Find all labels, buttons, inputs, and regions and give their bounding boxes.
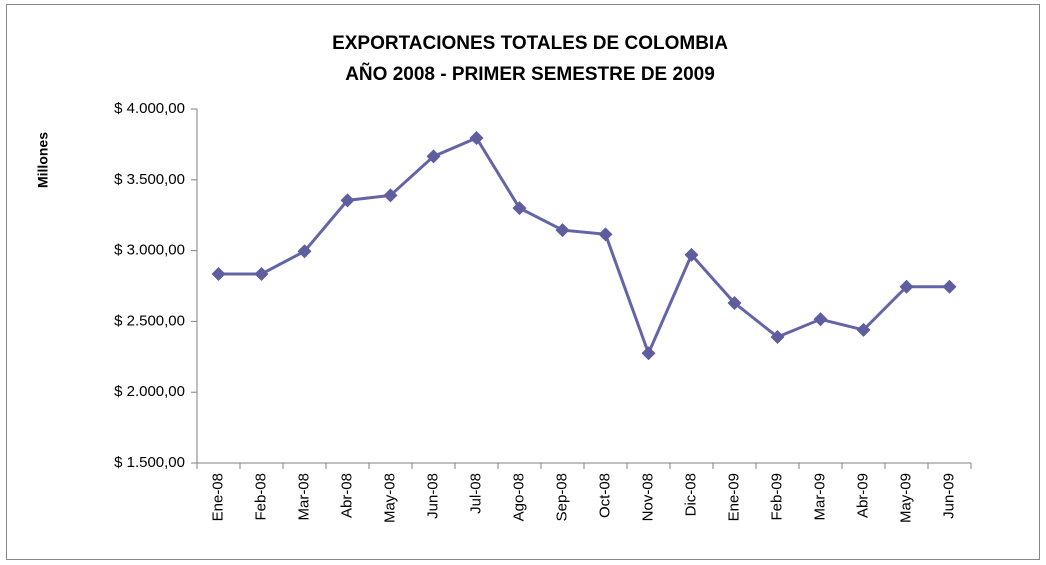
x-tick-label: Abr-09: [854, 473, 871, 518]
marker: [340, 193, 355, 208]
x-tick-label: Feb-09: [768, 473, 785, 521]
marker: [813, 312, 828, 327]
marker: [598, 227, 613, 242]
y-tick-label: $ 3.000,00: [114, 242, 185, 259]
y-tick-label: $ 1.500,00: [114, 454, 185, 471]
marker: [770, 329, 785, 344]
marker: [555, 223, 570, 238]
y-axis-label: Millones: [35, 132, 51, 188]
marker: [512, 201, 527, 216]
x-tick-label: Jul-08: [467, 473, 484, 514]
line: [218, 136, 950, 358]
y-tick-label: $ 3.500,00: [114, 171, 185, 188]
y-tick-label: $ 2.500,00: [114, 312, 185, 329]
marker: [297, 244, 312, 259]
x-tick-label: Ene-09: [725, 473, 742, 521]
x-tick-label: Nov-08: [639, 473, 656, 521]
marker: [469, 131, 484, 146]
y-tick-label: $ 2.000,00: [114, 383, 185, 400]
marker: [899, 279, 914, 294]
x-tick-label: Abr-08: [338, 473, 355, 518]
marker: [254, 266, 269, 281]
y-tick-label: $ 4.000,00: [114, 100, 185, 117]
marker: [856, 322, 871, 337]
x-tick-label: Ago-08: [510, 473, 527, 521]
chart-title: EXPORTACIONES TOTALES DE COLOMBIA: [332, 33, 728, 54]
x-tick-label: Ene-08: [209, 473, 226, 521]
x-tick-label: Oct-08: [596, 473, 613, 518]
chart-border: [6, 4, 1040, 560]
x-tick-label: May-08: [381, 473, 398, 523]
marker: [641, 346, 656, 361]
x-tick-label: Dic-08: [682, 473, 699, 516]
x-tick-label: Jun-08: [424, 473, 441, 519]
marker: [942, 279, 957, 294]
x-tick-label: Mar-08: [295, 473, 312, 521]
marker: [383, 188, 398, 203]
x-tick-label: May-09: [897, 473, 914, 523]
marker: [684, 247, 699, 262]
x-tick-label: Sep-08: [553, 473, 570, 521]
marker: [727, 295, 742, 310]
marker: [211, 266, 226, 281]
x-tick-label: Mar-09: [811, 473, 828, 521]
chart-subtitle: AÑO 2008 - PRIMER SEMESTRE DE 2009: [345, 63, 715, 85]
marker: [426, 149, 441, 164]
x-tick-label: Feb-08: [252, 473, 269, 521]
x-tick-label: Jun-09: [940, 473, 957, 519]
